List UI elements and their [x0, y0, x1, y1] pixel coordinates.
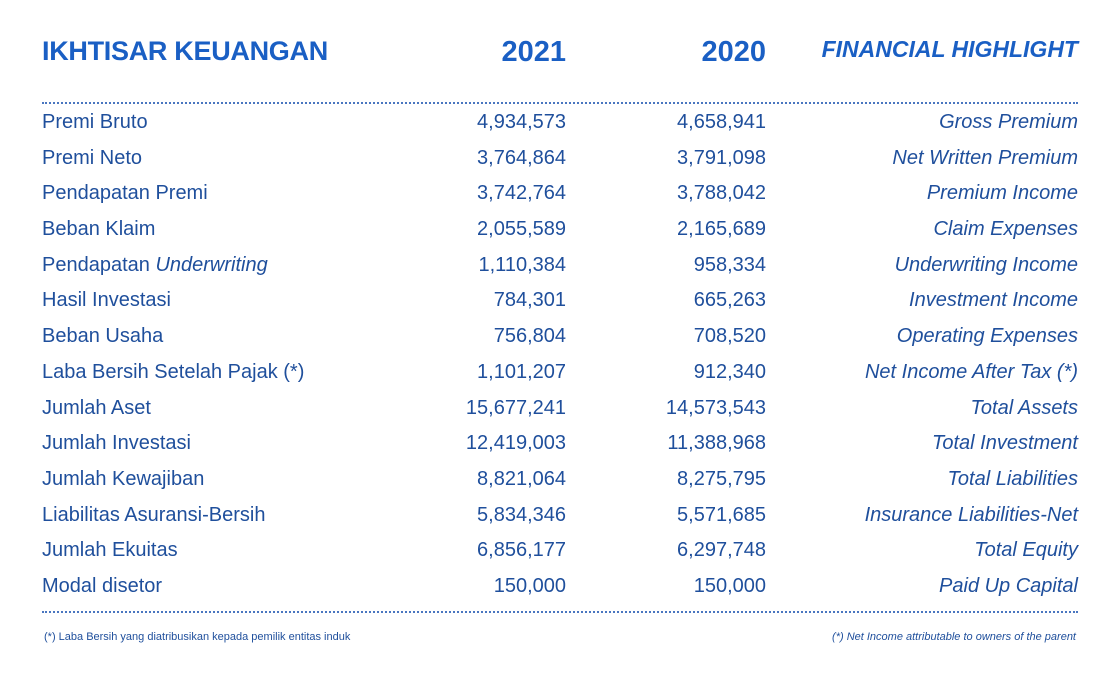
row-label-english: Paid Up Capital [939, 574, 1078, 597]
value-2020: 665,263 [693, 289, 766, 312]
value-2021: 784,301 [493, 289, 566, 312]
table-row: Pendapatan Underwriting 1,110,384 958,334 U… [42, 247, 1078, 283]
value-2020: 150,000 [693, 574, 766, 597]
row-label-text: Modal disetor [42, 574, 163, 597]
table-row: Beban Usaha 756,804 708,520 Operating Expen… [42, 318, 1078, 354]
value-2020: 3,791,098 [677, 146, 766, 169]
row-label-english: Investment Income [909, 289, 1078, 312]
table-bottom-divider [42, 611, 1078, 613]
value-2021: 6,856,177 [477, 539, 566, 562]
table-row: Beban Klaim 2,055,589 2,165,689 Claim Expen… [42, 211, 1078, 247]
row-label-text: Jumlah Kewajiban [42, 467, 205, 490]
row-label-english: Net Written Premium [892, 146, 1078, 169]
row-label-text: Jumlah Aset [42, 396, 151, 419]
value-2020: 708,520 [693, 325, 766, 348]
table-row: Liabilitas Asuransi-Bersih 5,834,346 5,571… [42, 497, 1078, 533]
value-2020: 912,340 [693, 360, 766, 383]
page-title-english: FINANCIAL HIGHLIGHT [821, 36, 1078, 62]
value-2021: 1,110,384 [478, 253, 567, 276]
value-2020: 6,297,748 [677, 539, 766, 562]
row-label-english: Claim Expenses [933, 218, 1078, 241]
footnote-indonesian: (*) Laba Bersih yang diatribusikan kepad… [44, 631, 351, 643]
row-label-text: Beban Usaha [42, 325, 164, 348]
table-row: Premi Neto 3,764,864 3,791,098 Net Written … [42, 140, 1078, 176]
value-2021: 1,101,207 [477, 360, 566, 383]
row-label-english: Operating Expenses [896, 325, 1078, 348]
value-2020: 5,571,685 [677, 503, 766, 526]
row-label-text: Hasil Investasi [42, 289, 171, 312]
table-row: Jumlah Aset 15,677,241 14,573,543 Total Ass… [42, 390, 1078, 426]
row-label-english: Insurance Liabilities-Net [864, 503, 1078, 526]
row-label-english: Total Investment [931, 432, 1078, 455]
row-label-english: Total Equity [974, 539, 1078, 562]
value-2021: 3,764,864 [477, 146, 566, 169]
row-label-text: Jumlah Ekuitas [42, 539, 178, 562]
row-label-indonesian: Beban Usaha [42, 325, 163, 348]
page-title: IKHTISAR KEUANGAN [42, 36, 328, 66]
value-2020: 3,788,042 [677, 182, 766, 205]
row-label-text: Premi Bruto [42, 111, 148, 133]
value-2021: 12,419,003 [465, 432, 566, 455]
row-label-english: Premium Income [926, 182, 1078, 205]
value-2021: 15,677,241 [465, 396, 566, 419]
row-label-text: Liabilitas Asuransi-Bersih [42, 503, 266, 526]
value-2020: 958,334 [693, 253, 766, 276]
row-label-text: Premi Neto [42, 146, 143, 169]
row-label-english: Underwriting Income [894, 253, 1078, 276]
row-label-indonesian: Premi Neto [42, 147, 142, 170]
row-label-indonesian: Hasil Investasi [42, 289, 171, 312]
table-row: Premi Bruto 4,934,573 4,658,941 Gross Premi… [42, 104, 1078, 140]
row-label-indonesian: Laba Bersih Setelah Pajak (*) [42, 361, 304, 384]
row-label-text: Beban Klaim [42, 218, 156, 241]
financial-table: Premi Bruto 4,934,573 4,658,941 Gross Premi… [42, 102, 1078, 604]
row-label-indonesian: Liabilitas Asuransi-Bersih [42, 504, 265, 527]
row-label-english: Total Liabilities [947, 467, 1078, 490]
value-2021: 756,804 [493, 325, 566, 348]
row-label-indonesian: Jumlah Ekuitas [42, 539, 178, 562]
table-row: Pendapatan Premi 3,742,764 3,788,042 Premiu… [42, 175, 1078, 211]
value-2020: 11,388,968 [667, 432, 766, 455]
value-2021: 3,742,764 [477, 182, 566, 205]
table-row: Jumlah Kewajiban 8,821,064 8,275,795 Total … [42, 461, 1078, 497]
row-label-text: Laba Bersih Setelah Pajak (*) [42, 360, 305, 383]
row-label-indonesian: Premi Bruto [42, 111, 148, 134]
row-label-text: Pendapatan [42, 253, 156, 276]
row-label-english: Total Assets [970, 396, 1078, 419]
value-2021: 8,821,064 [477, 467, 566, 490]
row-label-text: Jumlah Investasi [42, 432, 191, 455]
value-2021: 150,000 [493, 574, 566, 597]
table-header: IKHTISAR KEUANGAN 2021 2020 FINANCIAL HI… [42, 36, 1078, 76]
row-label-english: Gross Premium [939, 111, 1078, 133]
table-row: Hasil Investasi 784,301 665,263 Investment … [42, 282, 1078, 318]
value-2020: 2,165,689 [677, 218, 766, 241]
table-row: Jumlah Investasi 12,419,003 11,388,968 Tota… [42, 425, 1078, 461]
table-row: Laba Bersih Setelah Pajak (*) 1,101,207 91… [42, 354, 1078, 390]
row-label-indonesian: Jumlah Kewajiban [42, 468, 204, 491]
row-label-indonesian: Jumlah Investasi [42, 432, 191, 455]
row-label-indonesian: Pendapatan Premi [42, 182, 208, 205]
value-2020: 14,573,543 [665, 396, 766, 419]
table-row: Jumlah Ekuitas 6,856,177 6,297,748 Total Eq… [42, 532, 1078, 568]
row-label-indonesian: Beban Klaim [42, 218, 155, 241]
row-label-indonesian: Pendapatan Underwriting [42, 254, 268, 277]
column-header-2020: 2020 [701, 36, 766, 68]
row-label-italic: Underwriting [155, 253, 268, 276]
row-label-indonesian: Modal disetor [42, 575, 162, 598]
row-label-indonesian: Jumlah Aset [42, 397, 151, 420]
table-row: Modal disetor 150,000 150,000 Paid Up Capit… [42, 568, 1078, 604]
value-2021: 5,834,346 [477, 503, 566, 526]
footnote-english: (*) Net Income attributable to owners of… [832, 631, 1076, 643]
value-2020: 4,658,941 [677, 111, 766, 133]
column-header-2021: 2021 [501, 36, 566, 68]
value-2020: 8,275,795 [677, 467, 766, 490]
row-label-text: Pendapatan Premi [42, 182, 208, 205]
value-2021: 2,055,589 [477, 218, 566, 241]
value-2021: 4,934,573 [477, 111, 566, 133]
row-label-english: Net Income After Tax (*) [864, 360, 1078, 383]
